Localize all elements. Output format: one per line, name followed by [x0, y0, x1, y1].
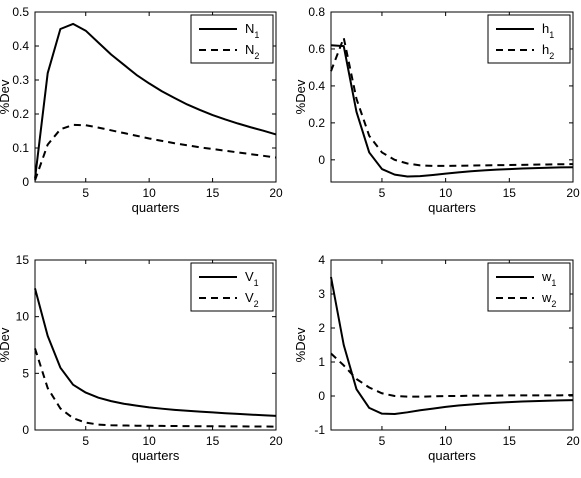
- y-tick-label: 0: [22, 175, 29, 189]
- series-line-h1: [330, 44, 574, 178]
- y-tick-label: 0.1: [12, 141, 29, 155]
- y-tick-label: 10: [16, 310, 30, 324]
- y-tick-label: 0.5: [12, 5, 29, 19]
- y-tick-label: 2: [318, 321, 325, 335]
- series-line-w2: [330, 352, 574, 398]
- x-tick-label: 5: [82, 186, 89, 200]
- y-tick-label: 0.4: [308, 79, 325, 93]
- y-tick-label: 0.3: [12, 73, 29, 87]
- y-tick-label: 3: [318, 287, 325, 301]
- series-line-v1: [34, 288, 277, 417]
- plot-frame: [330, 259, 574, 431]
- series-line-n1: [34, 22, 277, 179]
- y-tick-label: 0.4: [12, 39, 29, 53]
- x-tick-label: 20: [566, 186, 580, 200]
- x-tick-label: 5: [379, 186, 386, 200]
- legend-box: [487, 262, 571, 312]
- y-tick-label: 4: [318, 253, 325, 267]
- series-line-v2: [34, 348, 277, 428]
- y-tick-label: -1: [314, 423, 325, 437]
- x-axis-label: quarters: [428, 448, 476, 463]
- x-tick-label: 15: [206, 186, 220, 200]
- legend-box: [190, 14, 274, 64]
- x-tick-label: 5: [82, 434, 89, 448]
- y-tick-label: 0: [22, 423, 29, 437]
- x-tick-label: 15: [503, 186, 517, 200]
- plot-frame: [34, 11, 277, 183]
- y-axis-label: %Dev: [293, 79, 308, 114]
- x-tick-label: 10: [142, 434, 156, 448]
- y-tick-label: 0.6: [308, 42, 325, 56]
- series-line-h2: [330, 36, 574, 167]
- x-tick-label: 15: [206, 434, 220, 448]
- plot-frame: [330, 11, 574, 183]
- x-tick-label: 15: [503, 434, 517, 448]
- y-tick-label: 0: [318, 389, 325, 403]
- x-tick-label: 20: [566, 434, 580, 448]
- series-line-n2: [34, 123, 277, 181]
- x-tick-label: 20: [269, 434, 283, 448]
- y-tick-label: 0.2: [308, 116, 325, 130]
- x-tick-label: 20: [269, 186, 283, 200]
- plot-frame: [34, 259, 277, 431]
- y-tick-label: 1: [318, 355, 325, 369]
- legend-box: [190, 262, 274, 312]
- y-tick-label: 15: [16, 253, 30, 267]
- x-axis-label: quarters: [132, 200, 180, 215]
- x-tick-label: 10: [439, 186, 453, 200]
- x-axis-label: quarters: [132, 448, 180, 463]
- y-axis-label: %Dev: [0, 327, 12, 362]
- x-axis-label: quarters: [428, 200, 476, 215]
- y-tick-label: 0.8: [308, 5, 325, 19]
- y-tick-label: 0: [318, 153, 325, 167]
- series-line-w1: [330, 276, 574, 416]
- y-tick-label: 0.2: [12, 107, 29, 121]
- legend-box: [487, 14, 571, 64]
- y-tick-label: 5: [22, 366, 29, 380]
- x-tick-label: 10: [439, 434, 453, 448]
- x-tick-label: 5: [379, 434, 386, 448]
- y-axis-label: %Dev: [293, 327, 308, 362]
- y-axis-label: %Dev: [0, 79, 12, 114]
- x-tick-label: 10: [142, 186, 156, 200]
